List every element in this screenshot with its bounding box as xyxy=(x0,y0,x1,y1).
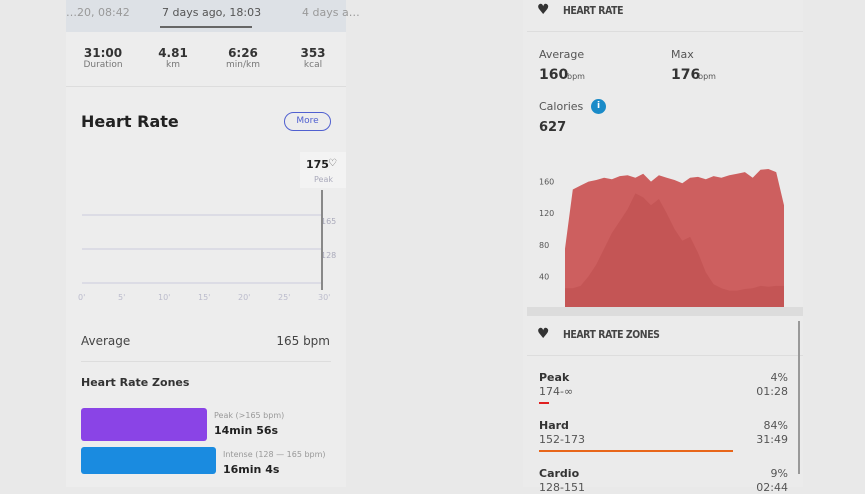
stat-label: Duration xyxy=(83,60,123,70)
zone-progress xyxy=(539,450,733,452)
divider xyxy=(66,86,346,87)
zone-bar xyxy=(81,408,207,441)
max-unit: bpm xyxy=(698,72,716,81)
x-tick-label: 10' xyxy=(158,293,170,302)
y-tick-label: 40 xyxy=(539,272,549,281)
y-tick-label: 160 xyxy=(539,178,554,187)
more-button[interactable]: More xyxy=(284,112,331,131)
y-tick-label: 80 xyxy=(539,241,549,250)
average-unit: bpm xyxy=(567,72,585,81)
x-tick-label: 30' xyxy=(318,293,330,302)
zone-range: 174-∞ xyxy=(539,385,574,398)
section-separator xyxy=(527,307,803,316)
heart-outline-icon: ♡ xyxy=(328,158,337,169)
divider xyxy=(527,31,803,32)
heart-rate-header: HEART RATE xyxy=(563,4,624,17)
zone-range: 128-151 xyxy=(539,481,585,494)
zone-percent: 9% xyxy=(770,467,788,480)
x-tick-label: 5' xyxy=(118,293,125,302)
stat-min-km: 6:26 min/km xyxy=(208,46,278,70)
heart-rate-line xyxy=(81,208,323,225)
zone-time: 16min 4s xyxy=(223,463,280,476)
zone-time: 31:49 xyxy=(756,433,788,446)
zone-label: Intense (128 — 165 bpm) xyxy=(223,450,326,459)
heart-rate-area-chart: 160 120 80 40 xyxy=(539,169,784,307)
right-phone-screen: ♥ HEART RATE Average 160 bpm Max 176 bpm… xyxy=(523,0,803,494)
zone-bar xyxy=(81,447,216,474)
zone-percent: 84% xyxy=(763,419,788,432)
stat-label: min/km xyxy=(226,60,260,70)
divider xyxy=(527,355,803,356)
y-tick-label: 120 xyxy=(539,209,554,218)
tab-selected[interactable]: 7 days ago, 18:03 xyxy=(162,6,262,19)
stat-value: 4.81 xyxy=(158,46,188,60)
average-label: Average xyxy=(539,48,585,61)
zone-time: 02:44 xyxy=(756,481,788,494)
calories-value: 627 xyxy=(539,120,567,135)
calories-label: Calories xyxy=(539,100,584,113)
left-phone-screen: …20, 08:42 7 days ago, 18:03 4 days a… 3… xyxy=(66,0,360,487)
y-tick-label: 128 xyxy=(321,251,336,260)
divider xyxy=(81,361,331,362)
heart-icon: ♥ xyxy=(537,2,550,18)
stat-value: 31:00 xyxy=(83,46,123,60)
stat-km: 4.81 km xyxy=(138,46,208,70)
stat-label: kcal xyxy=(303,60,323,70)
tab-next[interactable]: 4 days a… xyxy=(302,6,360,19)
average-value: 165 bpm xyxy=(276,334,330,348)
scrollbar[interactable] xyxy=(798,321,800,474)
zone-label: Peak (>165 bpm) xyxy=(214,411,285,420)
stat-kcal: 353 kcal xyxy=(278,46,348,70)
zone-name: Cardio xyxy=(539,467,580,480)
average-label: Average xyxy=(81,334,131,348)
zone-time: 14min 56s xyxy=(214,424,279,437)
zone-name: Peak xyxy=(539,371,570,384)
zones-title: Heart Rate Zones xyxy=(81,376,190,389)
peak-value: 175 xyxy=(306,158,329,171)
info-icon[interactable]: i xyxy=(591,99,606,114)
peak-tooltip: 175 ♡ Peak xyxy=(300,152,346,188)
x-tick-label: 25' xyxy=(278,293,290,302)
stat-value: 353 xyxy=(300,46,326,60)
stat-duration: 31:00 Duration xyxy=(68,46,138,70)
tab-previous[interactable]: …20, 08:42 xyxy=(66,6,130,19)
x-tick-label: 20' xyxy=(238,293,250,302)
zone-progress xyxy=(539,402,549,404)
average-value: 160 xyxy=(539,67,569,83)
max-value: 176 xyxy=(671,67,701,83)
zone-name: Hard xyxy=(539,419,569,432)
y-tick-label: 165 xyxy=(321,217,336,226)
x-tick-label: 15' xyxy=(198,293,210,302)
workout-date-tabs: …20, 08:42 7 days ago, 18:03 4 days a… xyxy=(66,0,360,32)
tab-underline xyxy=(160,26,252,28)
max-label: Max xyxy=(671,48,694,61)
heart-rate-line-chart: 165 128 0' 5' 10' 15' 20' 25' 30' xyxy=(78,190,336,302)
zones-header: HEART RATE ZONES xyxy=(563,328,660,341)
area-series xyxy=(565,193,784,307)
heart-rate-title: Heart Rate xyxy=(81,112,179,131)
zone-time: 01:28 xyxy=(756,385,788,398)
stat-value: 6:26 xyxy=(228,46,258,60)
zone-percent: 4% xyxy=(770,371,788,384)
peak-label: Peak xyxy=(314,175,333,184)
x-tick-label: 0' xyxy=(78,293,85,302)
zone-range: 152-173 xyxy=(539,433,585,446)
stat-label: km xyxy=(166,60,180,70)
heart-icon: ♥ xyxy=(537,326,550,342)
